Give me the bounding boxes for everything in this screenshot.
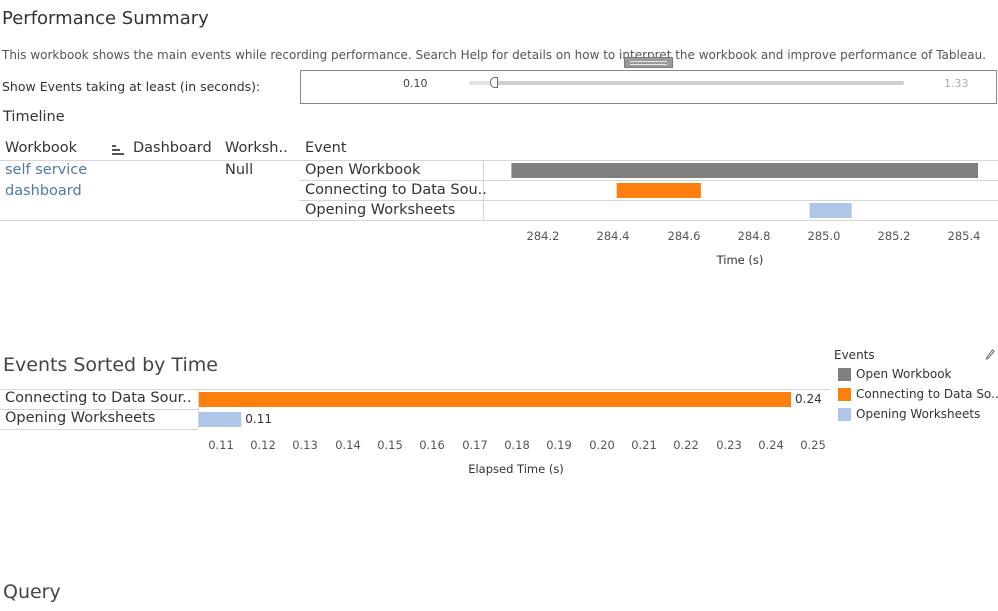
workbook-name-line1[interactable]: self service xyxy=(5,162,88,178)
duration-filter-box xyxy=(300,70,997,104)
sorted-row-label-connecting: Connecting to Data Sour.. xyxy=(5,390,192,406)
legend-label-connecting[interactable]: Connecting to Data So.. xyxy=(856,387,998,401)
elapsed-axis-tick: 0.21 xyxy=(631,438,657,452)
time-axis-tick: 285.4 xyxy=(947,229,981,243)
time-axis-tick: 285.2 xyxy=(877,229,911,243)
elapsed-axis-tick: 0.24 xyxy=(758,438,784,452)
legend-swatch-connecting[interactable] xyxy=(838,388,851,401)
gantt-bar-opening-worksheets[interactable] xyxy=(809,203,852,218)
slider-min-value: 0.10 xyxy=(403,77,428,90)
workbook-name-line2[interactable]: dashboard xyxy=(5,183,82,199)
slider-max-value: 1.33 xyxy=(944,77,969,90)
column-header-worksheet[interactable]: Worksh.. xyxy=(225,140,288,156)
gantt-bar-connecting[interactable] xyxy=(616,183,701,198)
sorted-pane-divider xyxy=(198,389,199,429)
legend-title: Events xyxy=(834,348,875,362)
timeline-pane-divider xyxy=(483,160,484,220)
time-axis-tick: 284.4 xyxy=(596,229,630,243)
event-label-opening-worksheets: Opening Worksheets xyxy=(305,202,456,218)
edit-pencil-icon[interactable] xyxy=(985,349,995,361)
sorted-bar-value-label: 0.11 xyxy=(245,412,272,426)
sorted-bar-value-label: 0.24 xyxy=(795,392,822,406)
elapsed-axis-tick: 0.19 xyxy=(546,438,572,452)
sorted-bar-connecting[interactable] xyxy=(199,392,791,407)
column-header-workbook[interactable]: Workbook xyxy=(5,140,78,156)
elapsed-axis-tick: 0.18 xyxy=(504,438,530,452)
elapsed-axis-tick: 0.17 xyxy=(462,438,488,452)
elapsed-axis-tick: 0.20 xyxy=(589,438,615,452)
sorted-events-title: Events Sorted by Time xyxy=(3,354,218,376)
column-header-event[interactable]: Event xyxy=(305,140,347,156)
time-axis-tick: 284.8 xyxy=(737,229,771,243)
slider-thumb[interactable] xyxy=(490,77,498,88)
elapsed-axis-tick: 0.15 xyxy=(377,438,403,452)
timeline-title: Timeline xyxy=(3,109,65,125)
page-title: Performance Summary xyxy=(2,8,209,29)
filter-label: Show Events taking at least (in seconds)… xyxy=(2,79,261,94)
sorted-bar-opening-worksheets[interactable] xyxy=(199,412,242,427)
sort-icon[interactable] xyxy=(112,144,124,156)
time-axis-title: Time (s) xyxy=(716,253,764,267)
legend-swatch-open-workbook[interactable] xyxy=(838,368,851,381)
time-axis-tick: 285.0 xyxy=(807,229,841,243)
timeline-row-divider xyxy=(299,200,998,201)
elapsed-axis-tick: 0.23 xyxy=(716,438,742,452)
slider-fill xyxy=(469,81,495,85)
drag-handle[interactable] xyxy=(624,57,673,68)
elapsed-axis-tick: 0.14 xyxy=(335,438,361,452)
gantt-bar-open-workbook[interactable] xyxy=(511,163,978,178)
event-label-open-workbook: Open Workbook xyxy=(305,162,421,178)
slider-track[interactable] xyxy=(469,81,904,85)
sorted-bottom-divider xyxy=(0,429,198,430)
time-axis-tick: 284.6 xyxy=(667,229,701,243)
legend-swatch-opening-worksheets[interactable] xyxy=(838,408,851,421)
worksheet-value: Null xyxy=(225,162,254,178)
time-axis-tick: 284.2 xyxy=(526,229,560,243)
timeline-bottom-divider xyxy=(0,220,998,221)
timeline-row-divider xyxy=(299,180,998,181)
query-title: Query xyxy=(3,581,61,603)
sorted-top-divider xyxy=(0,389,830,390)
elapsed-axis-tick: 0.16 xyxy=(419,438,445,452)
elapsed-axis-title: Elapsed Time (s) xyxy=(468,462,564,476)
timeline-header-divider xyxy=(0,160,998,161)
event-label-connecting: Connecting to Data Sou.. xyxy=(305,182,487,198)
sorted-row-divider xyxy=(0,409,198,410)
elapsed-axis-tick: 0.12 xyxy=(250,438,276,452)
elapsed-axis-tick: 0.13 xyxy=(292,438,318,452)
sorted-row-label-opening-worksheets: Opening Worksheets xyxy=(5,410,156,426)
elapsed-axis-tick: 0.11 xyxy=(208,438,234,452)
legend-label-open-workbook[interactable]: Open Workbook xyxy=(856,367,952,381)
column-header-dashboard[interactable]: Dashboard xyxy=(133,140,212,156)
elapsed-axis-tick: 0.22 xyxy=(673,438,699,452)
workbook-description: This workbook shows the main events whil… xyxy=(2,48,987,62)
legend-label-opening-worksheets[interactable]: Opening Worksheets xyxy=(856,407,981,421)
elapsed-axis-tick: 0.25 xyxy=(800,438,826,452)
